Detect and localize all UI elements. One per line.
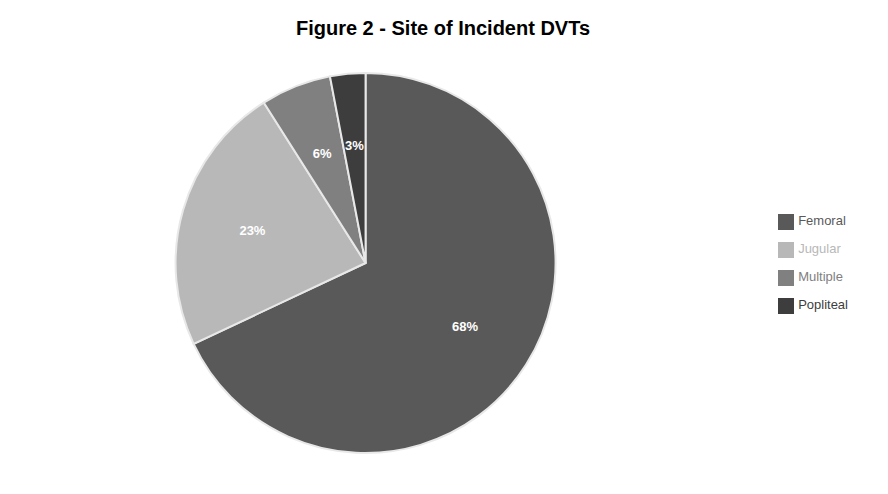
html-text:Multiple: Multiple — [798, 269, 843, 284]
html-text:Jugular: Jugular — [798, 241, 841, 256]
svg-text:6%: 6% — [313, 146, 332, 161]
svg-text:23%: 23% — [239, 223, 265, 238]
html-text:Popliteal: Popliteal — [798, 297, 848, 312]
svg-text:3%: 3% — [345, 138, 364, 153]
svg-text:68%: 68% — [452, 319, 478, 334]
html-text:Figure 2 - Site of Incident DV: Figure 2 - Site of Incident DVTs — [295, 17, 590, 39]
html-text:Femoral: Femoral — [798, 213, 846, 228]
